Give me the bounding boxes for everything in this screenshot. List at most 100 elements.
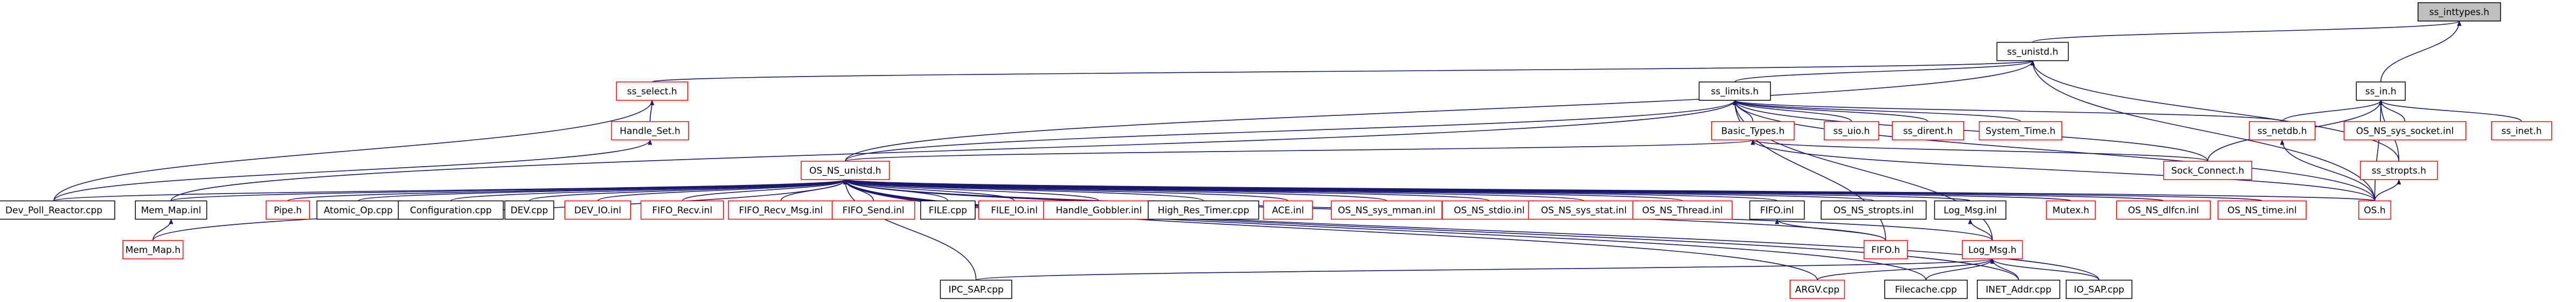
node-box [616,81,689,101]
edge [597,179,848,202]
edge [1733,100,2283,122]
node-label: Dev_Poll_Reactor.cpp [5,205,102,216]
node-label: FIFO_Recv.inl [652,205,712,216]
node: Log_Msg.h [1962,240,2023,259]
node-box [1148,200,1259,220]
node-label: OS_NS_sys_stat.inl [1541,205,1627,216]
node-box [1632,200,1733,220]
node: ss_in.h [2356,81,2406,101]
node: OS_NS_sys_socket.inl [2343,121,2467,141]
node-label: ss_inttypes.h [2429,7,2489,18]
node-box [1962,240,2023,259]
node-label: ARGV.cpp [1795,285,1839,296]
node-box [1698,81,1771,101]
edge [844,139,1755,162]
node: DEV.cpp [504,200,554,220]
node-label: High_Res_Timer.cpp [1158,205,1249,216]
edge [843,179,1289,202]
node-label: ss_inet.h [2501,126,2542,137]
node: OS_NS_sys_stat.inl [1528,200,1640,220]
node-box [564,200,631,220]
node-label: DEV.cpp [511,205,548,216]
edge [2281,100,2383,122]
edge [844,179,2376,202]
node-box [2248,121,2316,141]
node-box [1884,279,1968,299]
node: Handle_Gobbler.inl [1043,200,1155,220]
node-box [940,279,1012,299]
node: Dev_Poll_Reactor.cpp [0,200,115,220]
node-label: ss_limits.h [1711,86,1759,97]
node-label: ss_select.h [627,86,677,97]
node: Mem_Map.inl [135,200,207,220]
node-label: Handle_Set.h [620,126,681,137]
edge [358,179,848,202]
node-box [1043,200,1155,220]
edge [1990,258,2100,280]
node: ss_inttypes.h [2418,2,2501,22]
node-box [728,200,834,220]
node: FIFO_Recv_Msg.inl [728,200,834,220]
node-label: ss_stropts.h [2372,166,2426,176]
node-box [1789,279,1845,299]
edge [843,179,1100,202]
node-label: ss_in.h [2365,86,2397,97]
node-box [2217,200,2307,220]
node-box [801,161,890,180]
node-box [1442,200,1537,220]
edge [2030,60,2400,162]
edge [843,179,2100,280]
node-label: DEV_IO.inl [574,205,621,216]
edge [170,100,1737,201]
node-label: FILE.cpp [929,205,967,216]
node-box [920,200,976,220]
node-label: Sock_Connect.h [2171,166,2244,176]
node: Pipe.h [266,200,310,220]
node: High_Res_Timer.cpp [1148,200,1259,220]
node-label: OS_NS_stropts.inl [1834,205,1914,216]
node-label: Log_Msg.inl [1943,205,1997,216]
node-box [831,200,915,220]
node-box [1263,200,1313,220]
edge [843,179,2019,280]
node-box [1528,200,1640,220]
node: INET_Addr.cpp [1977,279,2060,299]
node: OS.h [2358,200,2392,220]
node-label: OS_NS_time.inl [2227,205,2297,216]
node: OS_NS_sys_mman.inl [1331,200,1442,220]
node-box [2358,200,2392,220]
edge [152,218,173,241]
edge [1732,100,2376,201]
edge [2378,100,2406,122]
node: FIFO_Send.inl [831,200,915,220]
edge [2378,100,2522,122]
edge [844,100,1737,162]
node-box [640,200,724,220]
edge [975,258,1994,281]
node-box [316,200,400,220]
edge [1968,218,1993,241]
node-box [2163,161,2253,180]
node: ss_dirent.h [1892,121,1964,141]
node-label: ss_uio.h [1833,126,1870,137]
edge [2380,20,2462,83]
node-label: Basic_Types.h [1721,126,1785,137]
node-label: FIFO.h [1871,245,1900,256]
node-label: Mem_Map.h [126,245,180,256]
node: ss_unistd.h [1996,42,2069,61]
node: OS_NS_unistd.h [801,161,890,180]
node-label: FIFO_Send.inl [843,205,905,216]
node: Sock_Connect.h [2163,161,2253,180]
edge [682,179,848,202]
node-label: Mutex.h [2052,205,2089,216]
node-box [122,240,184,259]
node-box [2116,200,2211,220]
node: ss_limits.h [1698,81,1771,101]
edge [2030,60,2376,201]
node: ARGV.cpp [1789,279,1845,299]
node: OS_NS_Thread.inl [1632,200,1733,220]
node-box [1711,121,1795,141]
node-label: OS_NS_stdio.inl [1454,205,1524,216]
edge [844,60,2035,162]
